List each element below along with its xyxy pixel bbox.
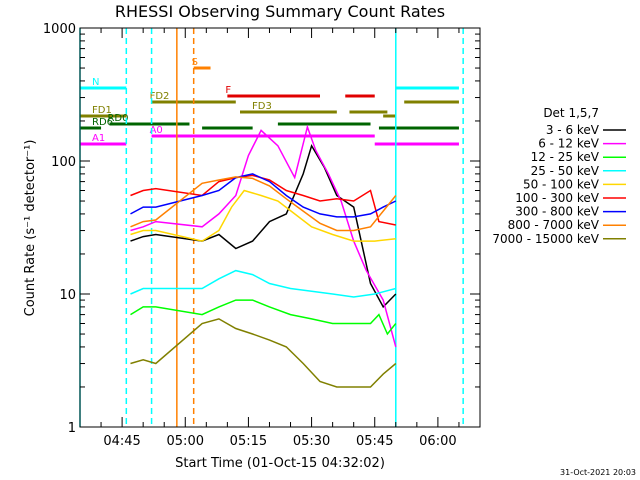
legend-entry-label: 100 - 300 keV: [515, 191, 599, 205]
series-lines: [130, 124, 397, 388]
flag-label: RD6: [92, 117, 113, 128]
flag-label: F: [225, 85, 231, 96]
flag-label: RD0: [107, 113, 128, 124]
x-axis: 04:45 05:00 05:15 05:30 05:45 06:00: [79, 28, 481, 449]
series-line: [130, 318, 397, 388]
y-axis-label: Count Rate (s⁻¹ detector⁻¹): [23, 140, 38, 317]
series-line: [130, 143, 397, 309]
flag-label: FD3: [252, 101, 272, 112]
flag-label: N: [92, 77, 99, 88]
y-tick-label: 1000: [43, 22, 76, 37]
x-tick-label: 05:15: [230, 434, 267, 449]
plot-frame: [79, 27, 481, 428]
y-tick-label: 10: [59, 288, 76, 303]
x-tick-label: 05:45: [356, 434, 393, 449]
series-line: [130, 269, 396, 298]
chart-title: RHESSI Observing Summary Count Rates: [115, 2, 445, 21]
series-line: [130, 124, 397, 348]
flag-label: FD2: [150, 91, 170, 102]
legend-title: Det 1,5,7: [543, 106, 599, 120]
legend-entry-label: 300 - 800 keV: [515, 205, 599, 219]
legend-entry-label: 3 - 6 keV: [546, 123, 600, 137]
legend-entry-label: 25 - 50 keV: [531, 164, 600, 178]
flag-label: S: [192, 57, 198, 68]
flag-label: FD1: [92, 105, 112, 116]
series-line: [130, 189, 396, 242]
legend-entry-label: 7000 - 15000 keV: [492, 232, 599, 246]
y-axis: 1 10 100 1000: [43, 22, 480, 436]
x-tick-label: 04:45: [103, 434, 140, 449]
timestamp: 31-Oct-2021 20:03: [560, 468, 636, 477]
x-axis-label: Start Time (01-Oct-15 04:32:02): [175, 456, 385, 471]
y-tick-label: 100: [51, 155, 76, 170]
flag-label: A0: [150, 125, 163, 136]
flag-label: A1: [92, 133, 105, 144]
legend-entry-label: 6 - 12 keV: [538, 137, 600, 151]
legend-entry-label: 800 - 7000 keV: [508, 218, 600, 232]
x-tick-label: 05:30: [293, 434, 330, 449]
y-tick-label: 1: [68, 421, 76, 436]
series-line: [130, 176, 397, 232]
legend-entry-label: 12 - 25 keV: [531, 150, 600, 164]
x-tick-label: 06:00: [419, 434, 456, 449]
series-line: [130, 174, 396, 226]
legend-entry-label: 50 - 100 keV: [523, 177, 600, 191]
x-tick-label: 05:00: [167, 434, 204, 449]
series-line: [130, 299, 397, 336]
